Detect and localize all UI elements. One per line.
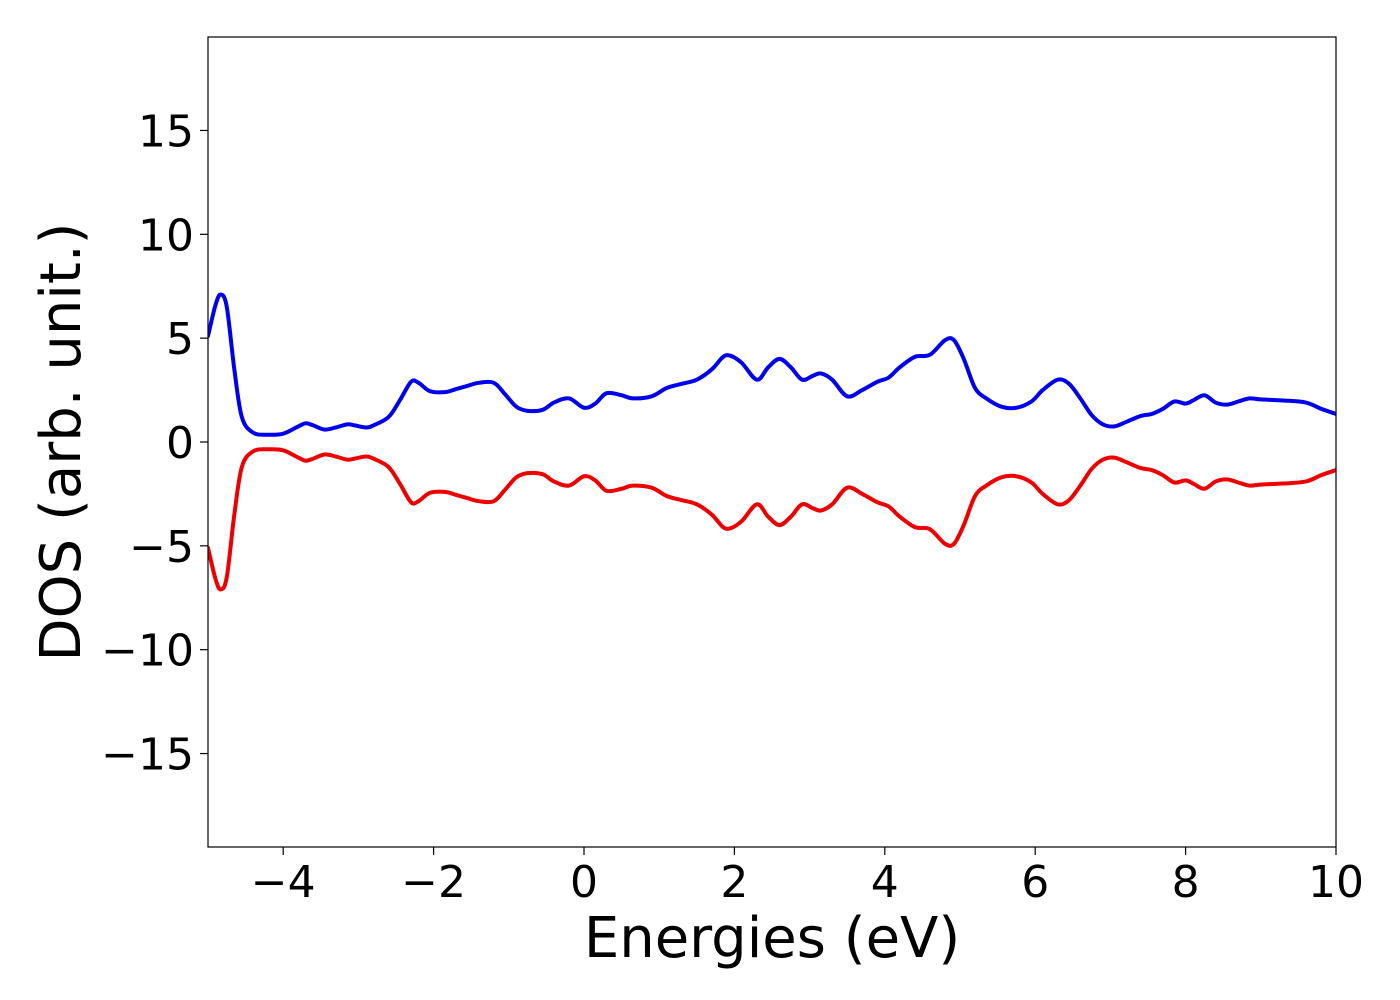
x-tick-label: 8 [1172,857,1200,908]
x-tick-label: 6 [1021,857,1049,908]
x-tick-label: 10 [1308,857,1364,908]
x-tick-label: −2 [401,857,466,908]
y-tick-label: −5 [129,522,194,573]
y-axis: 15 10 5 0 −5 −10 −15 [101,106,208,781]
y-tick-label: −15 [101,730,194,781]
y-axis-label: DOS (arb. unit.) [29,222,94,661]
x-tick-label: 4 [871,857,899,908]
x-axis-label: Energies (eV) [584,906,960,971]
y-tick-label: 5 [166,314,194,365]
x-tick-label: 2 [720,857,748,908]
series-layer [208,292,1336,592]
y-tick-label: 0 [166,418,194,469]
y-tick-label: 10 [138,210,194,261]
y-tick-label: 15 [138,106,194,157]
x-axis: −4 −2 0 2 4 6 8 10 [251,847,1364,908]
y-tick-label: −10 [101,626,194,677]
dos-spin-down-line [208,447,1336,592]
x-tick-label: −4 [251,857,316,908]
x-tick-label: 0 [570,857,598,908]
dos-spin-up-line [208,292,1336,437]
